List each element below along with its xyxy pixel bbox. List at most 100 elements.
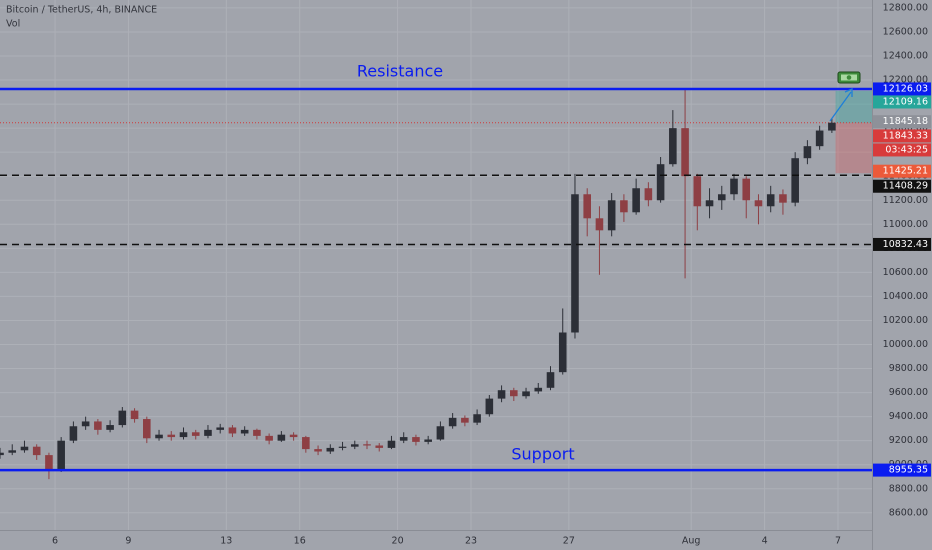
candle-body bbox=[94, 421, 102, 430]
y-tick-label: 11200.00 bbox=[883, 195, 928, 206]
y-tick-label: 8800.00 bbox=[889, 483, 928, 494]
candle-body bbox=[766, 194, 775, 207]
annotation: Support bbox=[511, 445, 574, 464]
candle-body bbox=[399, 437, 408, 441]
candle-body bbox=[656, 164, 665, 201]
candle-body bbox=[289, 434, 298, 438]
candle-body bbox=[510, 390, 518, 397]
price-tag bbox=[873, 179, 931, 193]
candle-body bbox=[779, 194, 787, 203]
candle-body bbox=[607, 200, 616, 231]
candle-body bbox=[216, 427, 224, 430]
price-tag bbox=[873, 82, 931, 96]
indicator-label: Vol bbox=[6, 19, 20, 30]
candle-body bbox=[57, 440, 65, 470]
candle-body bbox=[363, 444, 371, 446]
candle-body bbox=[228, 427, 237, 434]
candle-body bbox=[681, 128, 689, 177]
price-tag-label: 11843.33 bbox=[883, 130, 928, 141]
price-tag-label: 11425.21 bbox=[883, 166, 928, 177]
x-tick-label: 16 bbox=[294, 536, 306, 547]
candle-body bbox=[828, 122, 836, 131]
candle-body bbox=[204, 429, 212, 436]
candle-body bbox=[583, 194, 591, 219]
price-tag-label: 8955.35 bbox=[889, 465, 928, 476]
candle-body bbox=[326, 447, 335, 452]
candle-body bbox=[253, 429, 261, 436]
candle-body bbox=[375, 445, 384, 448]
x-tick-label: 20 bbox=[392, 536, 404, 547]
candle-body bbox=[693, 176, 702, 207]
candle-body bbox=[314, 449, 322, 452]
candle-body bbox=[522, 391, 530, 397]
y-tick-label: 12800.00 bbox=[883, 2, 928, 13]
y-tick-label: 9200.00 bbox=[889, 435, 928, 446]
candle-body bbox=[32, 446, 41, 456]
y-tick-label: 11000.00 bbox=[883, 219, 928, 230]
y-tick-label: 10200.00 bbox=[883, 315, 928, 326]
y-tick-label: 9600.00 bbox=[889, 387, 928, 398]
price-tag bbox=[873, 95, 931, 109]
x-tick-label: 13 bbox=[220, 536, 232, 547]
price-tag-label: 11845.18 bbox=[883, 116, 928, 127]
candle-body bbox=[69, 426, 78, 441]
target-zone bbox=[835, 90, 872, 123]
y-tick-label: 10000.00 bbox=[883, 339, 928, 350]
candle-body bbox=[815, 130, 824, 147]
candle-body bbox=[571, 194, 579, 333]
candle-body bbox=[167, 434, 176, 438]
candle-body bbox=[387, 440, 396, 448]
countdown-tag bbox=[873, 143, 931, 157]
candle-body bbox=[0, 452, 4, 456]
candle-body bbox=[632, 188, 640, 213]
y-tick-label: 10600.00 bbox=[883, 267, 928, 278]
chart-title: Bitcoin / TetherUS, 4h, BINANCE bbox=[6, 5, 157, 16]
candle-body bbox=[742, 178, 751, 201]
price-tag bbox=[873, 164, 931, 178]
candle-body bbox=[705, 200, 714, 207]
candle-body bbox=[143, 419, 151, 439]
price-tag bbox=[873, 237, 931, 251]
x-tick-label: 6 bbox=[52, 536, 58, 547]
candle-body bbox=[461, 417, 469, 423]
x-tick-label: Aug bbox=[682, 536, 701, 547]
candle-body bbox=[485, 398, 494, 415]
candle-body bbox=[620, 200, 628, 213]
candle-body bbox=[534, 387, 543, 392]
candle-body bbox=[179, 432, 188, 438]
candle-body bbox=[473, 414, 481, 423]
price-tag-label: 12126.03 bbox=[883, 83, 928, 94]
candle-body bbox=[546, 372, 555, 388]
price-tag bbox=[873, 129, 931, 143]
y-tick-label: 10400.00 bbox=[883, 291, 928, 302]
price-tag bbox=[873, 115, 931, 129]
candle-body bbox=[497, 390, 506, 399]
candle-body bbox=[81, 421, 90, 427]
candle-body bbox=[265, 435, 273, 441]
y-tick-label: 12200.00 bbox=[883, 75, 928, 86]
candle-body bbox=[338, 446, 347, 448]
candle-body bbox=[302, 437, 310, 450]
candle-body bbox=[106, 425, 114, 430]
x-tick-label: 9 bbox=[125, 536, 131, 547]
price-tag bbox=[873, 463, 931, 477]
candle-body bbox=[803, 146, 812, 159]
candle-body bbox=[155, 434, 163, 439]
stop-zone bbox=[835, 122, 872, 174]
candle-body bbox=[791, 158, 799, 203]
target-arrow bbox=[829, 88, 853, 122]
price-tag-label: 10832.43 bbox=[883, 239, 928, 250]
price-tag-label: 11408.29 bbox=[883, 181, 928, 192]
candle-body bbox=[436, 426, 445, 440]
candle-body bbox=[240, 429, 249, 434]
x-tick-label: 27 bbox=[563, 536, 575, 547]
candle-body bbox=[45, 455, 53, 470]
y-tick-label: 8600.00 bbox=[889, 507, 928, 518]
y-tick-label: 12400.00 bbox=[883, 51, 928, 62]
price-tag-label: 12109.16 bbox=[883, 96, 928, 107]
candle-body bbox=[424, 439, 432, 442]
candle-body bbox=[8, 450, 17, 453]
x-tick-label: 7 bbox=[835, 536, 841, 547]
